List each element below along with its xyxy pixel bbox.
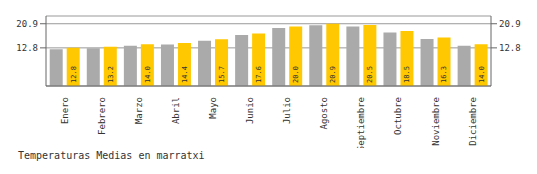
svg-text:Agosto: Agosto: [319, 97, 329, 130]
svg-text:Diciembre: Diciembre: [468, 97, 478, 146]
svg-text:18.5: 18.5: [403, 66, 411, 83]
svg-text:Abril: Abril: [171, 97, 181, 124]
svg-text:20.0: 20.0: [292, 66, 300, 83]
svg-text:14.0: 14.0: [144, 66, 152, 83]
svg-text:Marzo: Marzo: [134, 97, 144, 124]
html-text:Temperaturas Medias en marratx: Temperaturas Medias en marratxi: [18, 150, 205, 161]
svg-text:12.8: 12.8: [70, 66, 78, 83]
svg-text:20.9: 20.9: [16, 19, 38, 29]
svg-text:14.4: 14.4: [181, 66, 189, 83]
svg-text:16.3: 16.3: [440, 66, 448, 83]
svg-text:12.8: 12.8: [16, 43, 38, 53]
svg-text:17.6: 17.6: [255, 66, 263, 83]
svg-text:15.7: 15.7: [218, 66, 226, 83]
svg-text:13.2: 13.2: [107, 66, 115, 83]
svg-text:20.5: 20.5: [366, 66, 374, 83]
svg-text:Junio: Junio: [245, 97, 255, 124]
svg-text:Noviembre: Noviembre: [431, 97, 441, 146]
svg-text:12.8: 12.8: [499, 43, 521, 53]
svg-text:20.9: 20.9: [499, 19, 521, 29]
svg-text:Febrero: Febrero: [97, 97, 107, 135]
svg-text:Octubre: Octubre: [393, 97, 403, 135]
svg-text:Julio: Julio: [282, 97, 292, 124]
svg-text:Mayo: Mayo: [208, 97, 218, 119]
svg-text:14.0: 14.0: [478, 66, 486, 83]
svg-text:Septiembre: Septiembre: [356, 97, 366, 148]
svg-text:20.9: 20.9: [329, 66, 337, 83]
svg-text:Enero: Enero: [60, 97, 70, 124]
